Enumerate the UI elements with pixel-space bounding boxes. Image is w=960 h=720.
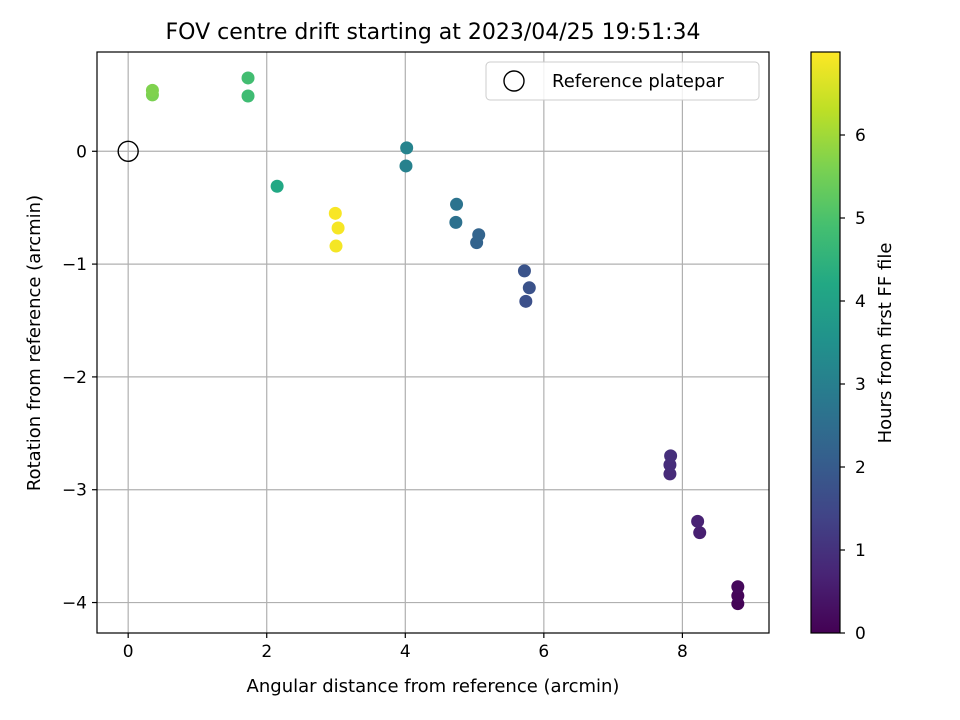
data-point: [449, 215, 463, 229]
data-point: [400, 141, 414, 155]
x-tick-label: 2: [261, 642, 272, 662]
x-tick-label: 0: [123, 642, 134, 662]
colorbar-tick-label: 4: [855, 292, 866, 312]
y-tick-label: −2: [62, 368, 87, 388]
x-tick-label: 8: [677, 642, 688, 662]
colorbar-tick-label: 6: [855, 126, 866, 146]
data-point: [691, 514, 705, 528]
data-point: [331, 221, 345, 235]
y-tick-label: −4: [62, 594, 87, 614]
y-axis-ticks: 0 −1 −2 −3 −4: [62, 142, 97, 614]
data-point: [731, 580, 745, 594]
data-point: [664, 449, 678, 463]
legend: Reference platepar: [485, 61, 760, 101]
colorbar-tick-label: 0: [855, 624, 866, 644]
data-point: [663, 467, 677, 481]
colorbar-gradient: [810, 51, 841, 634]
colorbar-label: Hours from first FF file: [875, 243, 896, 444]
data-points: [117, 71, 745, 611]
data-point: [328, 206, 342, 220]
y-axis-label: Rotation from reference (arcmin): [24, 195, 45, 491]
colorbar-ticks: 0 1 2 3 4 5 6: [840, 126, 866, 644]
colorbar-tick-label: 2: [855, 458, 866, 478]
legend-reference-marker: [503, 70, 525, 92]
y-tick-label: −1: [62, 255, 87, 275]
data-point: [399, 159, 413, 173]
data-point: [241, 71, 255, 85]
data-point: [329, 239, 343, 253]
data-point: [270, 179, 284, 193]
data-point: [517, 264, 531, 278]
data-point: [731, 589, 745, 603]
x-axis-label: Angular distance from reference (arcmin): [247, 676, 620, 697]
data-point: [241, 89, 255, 103]
legend-box: [485, 61, 760, 101]
data-point: [450, 197, 464, 211]
data-point: [472, 228, 486, 242]
x-tick-label: 6: [538, 642, 549, 662]
reference-platepar-marker: [117, 140, 139, 162]
x-axis-ticks: 0 2 4 6 8: [123, 633, 688, 662]
data-point: [693, 526, 707, 540]
colorbar: 0 1 2 3 4 5 6 Hours from first FF file: [810, 51, 896, 644]
colorbar-tick-label: 5: [855, 209, 866, 229]
data-point: [522, 281, 536, 295]
grid: [97, 52, 769, 633]
colorbar-tick-label: 3: [855, 375, 866, 395]
chart-title: FOV centre drift starting at 2023/04/25 …: [166, 20, 701, 45]
data-point: [519, 294, 533, 308]
plot-frame: [96, 51, 770, 634]
x-tick-label: 4: [400, 642, 411, 662]
y-tick-label: 0: [76, 142, 87, 162]
data-point: [145, 83, 159, 97]
y-tick-label: −3: [62, 481, 87, 501]
legend-entry-reference: Reference platepar: [552, 71, 724, 92]
colorbar-tick-label: 1: [855, 541, 866, 561]
